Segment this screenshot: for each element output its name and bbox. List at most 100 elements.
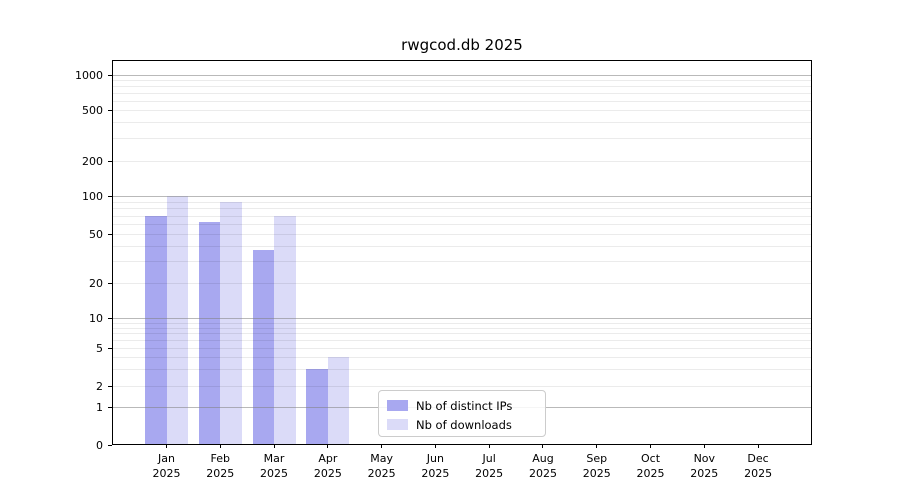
x-axis-tick-label: Nov 2025 xyxy=(674,451,734,481)
legend: Nb of distinct IPs Nb of downloads xyxy=(378,390,546,437)
bar-downloads xyxy=(327,357,350,444)
x-axis-tick-label: Apr 2025 xyxy=(298,451,358,481)
year-label: 2025 xyxy=(367,467,396,480)
minor-gridline xyxy=(113,215,811,217)
y-axis-tick-label: 0 xyxy=(96,438,103,452)
x-axis-tick-label: Jul 2025 xyxy=(459,451,519,481)
month-label: Mar xyxy=(263,452,285,465)
y-axis-tick-label: 1 xyxy=(96,400,103,414)
bar-downloads xyxy=(166,196,188,444)
y-axis-tick xyxy=(108,385,112,387)
y-axis-tick-label: 10 xyxy=(89,311,103,325)
y-axis-tick xyxy=(108,444,112,446)
year-label: 2025 xyxy=(528,467,557,480)
x-axis-tick xyxy=(650,444,652,448)
x-axis-tick-label: Oct 2025 xyxy=(621,451,681,481)
minor-gridline xyxy=(113,161,811,162)
y-axis-tick-label: 2 xyxy=(96,379,103,393)
plot-area: 0 1 2 5 10 20 50 100 200 500 1000 Jan 2025 Feb 2025 Mar… xyxy=(75,60,812,480)
y-axis-tick xyxy=(108,282,112,284)
month-label: Jun xyxy=(426,452,444,465)
bar-downloads xyxy=(220,202,242,444)
y-axis-tick-label: 200 xyxy=(82,154,103,168)
month-label: Nov xyxy=(693,452,716,465)
year-label: 2025 xyxy=(260,467,289,480)
y-axis-tick-label: 20 xyxy=(89,276,103,290)
x-axis-tick-label: Jan 2025 xyxy=(137,451,197,481)
year-label: 2025 xyxy=(475,467,504,480)
year-label: 2025 xyxy=(206,467,235,480)
bar-distinct-ips xyxy=(198,222,221,444)
month-label: Feb xyxy=(210,452,230,465)
x-axis-tick xyxy=(488,444,490,448)
bar-distinct-ips xyxy=(252,250,275,444)
minor-gridline xyxy=(113,110,811,111)
month-label: Jul xyxy=(482,452,496,465)
x-axis-tick-label: Feb 2025 xyxy=(190,451,250,481)
month-label: Oct xyxy=(641,452,661,465)
y-axis-tick xyxy=(108,109,112,111)
minor-gridline xyxy=(113,122,811,124)
x-axis-tick xyxy=(219,444,221,448)
x-axis-tick xyxy=(273,444,275,448)
legend-label-downloads: Nb of downloads xyxy=(416,417,512,432)
y-axis-tick-label: 500 xyxy=(82,103,103,117)
year-label: 2025 xyxy=(313,467,342,480)
major-gridline xyxy=(113,196,811,198)
y-axis-tick xyxy=(108,233,112,235)
month-label: Aug xyxy=(532,452,554,465)
minor-gridline xyxy=(113,80,811,82)
month-label: May xyxy=(370,452,393,465)
x-axis-tick-label: Mar 2025 xyxy=(244,451,304,481)
legend-item-downloads: Nb of downloads xyxy=(387,415,537,434)
legend-swatch-downloads xyxy=(387,419,408,430)
minor-gridline xyxy=(113,138,811,140)
x-axis-tick xyxy=(327,444,329,448)
x-axis-tick xyxy=(757,444,759,448)
x-axis-tick xyxy=(166,444,167,448)
legend-swatch-distinct-ips xyxy=(387,400,408,411)
minor-gridline xyxy=(113,100,811,102)
bar-distinct-ips xyxy=(306,369,328,444)
year-label: 2025 xyxy=(690,467,719,480)
month-label: Dec xyxy=(747,452,769,465)
y-axis-tick-label: 1000 xyxy=(75,68,103,82)
minor-gridline xyxy=(113,86,811,88)
bar-downloads xyxy=(274,215,296,444)
x-axis-tick-label: Jun 2025 xyxy=(405,451,465,481)
year-label: 2025 xyxy=(421,467,450,480)
year-label: 2025 xyxy=(636,467,665,480)
y-axis-tick xyxy=(108,195,112,197)
month-label: Jan xyxy=(158,452,175,465)
minor-gridline xyxy=(113,93,811,94)
y-axis-tick xyxy=(108,74,112,76)
y-axis-tick xyxy=(108,160,112,162)
y-axis-tick-label: 5 xyxy=(96,341,103,355)
minor-gridline xyxy=(113,208,811,210)
x-axis-tick xyxy=(542,444,544,448)
x-axis-tick-label: Sep 2025 xyxy=(567,451,627,481)
year-label: 2025 xyxy=(152,467,181,480)
month-label: Sep xyxy=(586,452,608,465)
x-axis-tick xyxy=(381,444,383,448)
legend-label-distinct-ips: Nb of distinct IPs xyxy=(416,398,513,413)
chart-title: rwgcod.db 2025 xyxy=(401,36,523,54)
y-axis-tick-label: 50 xyxy=(89,227,103,241)
legend-item-distinct-ips: Nb of distinct IPs xyxy=(387,396,537,415)
minor-gridline xyxy=(113,202,811,204)
y-axis-tick xyxy=(108,406,112,408)
bar-distinct-ips xyxy=(145,215,167,444)
year-label: 2025 xyxy=(582,467,611,480)
x-axis-tick xyxy=(434,444,436,448)
x-axis-tick-label: Aug 2025 xyxy=(513,451,573,481)
y-axis-tick xyxy=(108,347,112,349)
x-axis-tick xyxy=(596,444,598,448)
x-axis-tick-label: May 2025 xyxy=(352,451,412,481)
month-label: Apr xyxy=(318,452,338,465)
y-axis-tick xyxy=(108,317,112,319)
x-axis-tick xyxy=(703,444,705,448)
major-gridline xyxy=(113,75,811,76)
x-axis-tick-label: Dec 2025 xyxy=(728,451,788,481)
y-axis-tick-label: 100 xyxy=(82,189,103,203)
